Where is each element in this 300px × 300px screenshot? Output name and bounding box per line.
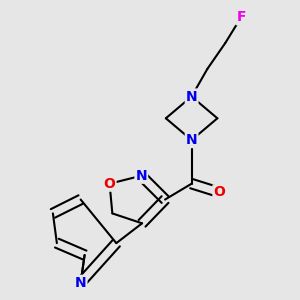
Text: O: O xyxy=(103,177,116,191)
Text: O: O xyxy=(213,185,225,200)
Text: N: N xyxy=(186,89,197,103)
Text: N: N xyxy=(136,169,147,183)
Text: F: F xyxy=(236,10,246,24)
Text: N: N xyxy=(75,276,86,290)
Text: N: N xyxy=(186,133,197,147)
